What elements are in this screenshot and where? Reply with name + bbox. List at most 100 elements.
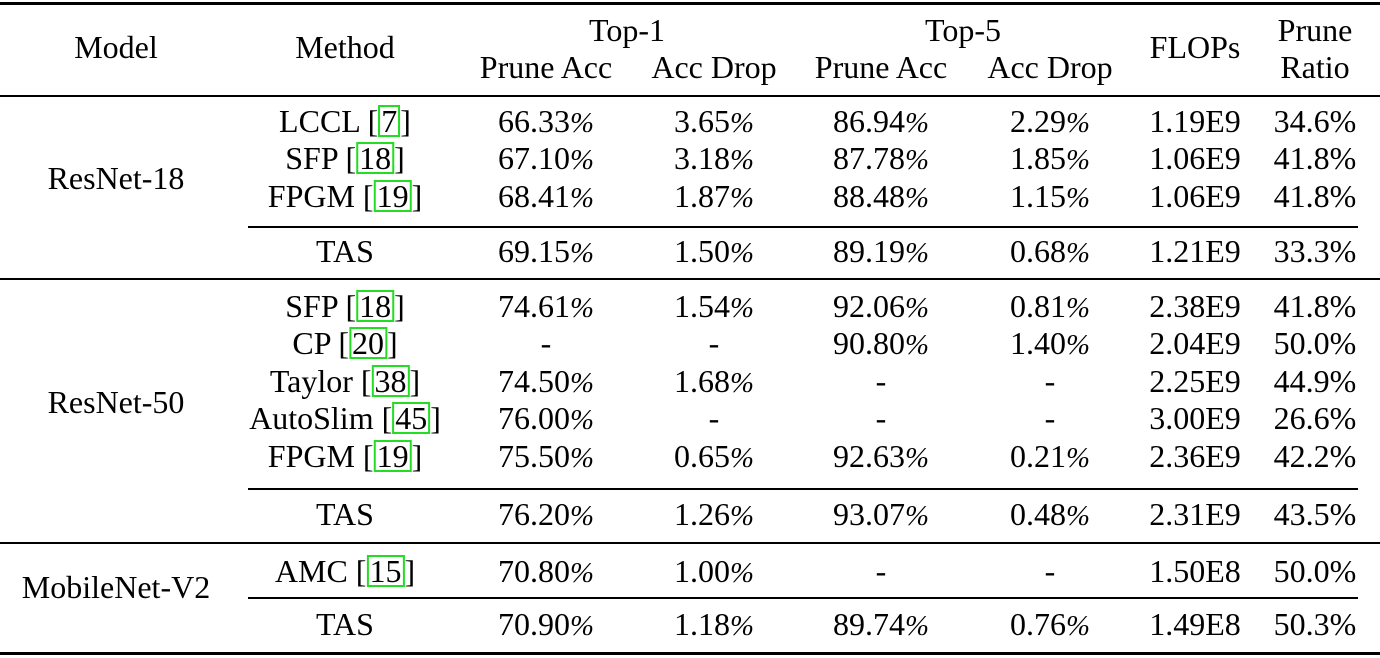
top5-prune-acc: 92.63% [833,437,929,477]
percent-sign: % [905,291,929,324]
top1-prune-acc-value: 70.80 [498,552,570,589]
citation-link[interactable]: 15 [366,554,405,587]
citation-link[interactable]: 38 [371,364,410,397]
top5-acc-drop: - [1044,362,1056,399]
top5-prune-acc: 86.94% [833,102,929,142]
percent-sign: % [905,441,929,474]
citation-link[interactable]: 45 [392,402,431,435]
citation-link[interactable]: 19 [373,439,412,472]
percent-sign: % [1066,329,1090,362]
top5-prune-acc: - [875,362,887,399]
top5-prune-acc-value: 86.94 [833,102,905,139]
citation-link[interactable]: 20 [348,327,387,360]
method-name: FPGM [267,437,355,474]
top1-prune-acc: 76.00% [498,399,594,439]
top1-prune-acc-value: 75.50 [498,437,570,474]
model-name: ResNet-50 [47,384,185,420]
group-mid-rule [248,597,1358,599]
citation-link[interactable]: 7 [378,104,401,137]
method-cell: LCCL [7] [279,102,411,139]
top5-acc-drop: 0.81% [1010,287,1090,327]
percent-sign: % [730,441,754,474]
top5-prune-acc: 89.74% [833,605,929,645]
model-name: MobileNet-V2 [21,569,211,605]
top5-prune-acc: 92.06% [833,287,929,327]
method-name: SFP [285,287,338,324]
top5-acc-drop-value: 1.40 [1010,325,1066,362]
top1-acc-drop: 1.26% [674,495,754,535]
header-top1: Top-1 [589,12,665,48]
top1-prune-acc: 70.80% [498,552,594,592]
flops-value: 1.06E9 [1149,177,1241,214]
flops-value: 1.21E9 [1149,233,1241,269]
method-cell: FPGM [19] [267,177,423,214]
top5-acc-drop: 1.15% [1010,177,1090,217]
method-name: TAS [316,233,374,269]
top5-acc-drop: 0.48% [1010,495,1090,535]
top1-acc-drop: 1.54% [674,287,754,327]
percent-sign: % [730,610,754,642]
top5-acc-drop-value: 1.15 [1010,177,1066,214]
prune-ratio-value: 50.3% [1273,606,1357,642]
percent-sign: % [905,144,929,177]
citation-link[interactable]: 19 [373,179,412,212]
top1-prune-acc: 75.50% [498,437,594,477]
top1-prune-acc-value: 74.50 [498,362,570,399]
top5-prune-acc: - [875,400,887,437]
flops-value: 1.49E8 [1149,606,1241,642]
percent-sign: % [730,237,754,269]
flops-value: 2.38E9 [1149,287,1241,324]
method-cell: TAS [316,232,374,270]
header-method: Method [295,29,395,65]
top5-prune-acc: 93.07% [833,495,929,535]
group-mid-rule [248,488,1358,490]
top5-acc-drop-value: 0.21 [1010,437,1066,474]
top5-prune-acc-value: 89.19 [833,233,905,269]
citation-link[interactable]: 18 [356,289,395,322]
percent-sign: % [905,329,929,362]
top1-acc-drop-value: 3.18 [674,140,730,177]
percent-sign: % [1066,441,1090,474]
prune-ratio-value: 42.2% [1273,437,1357,474]
method-cell: AutoSlim [45] [249,400,441,437]
top-rule [0,2,1380,5]
top1-acc-drop: 1.18% [674,605,754,645]
prune-ratio-value: 44.9% [1273,362,1357,399]
percent-sign: % [570,404,594,437]
percent-sign: % [570,181,594,214]
citation-link[interactable]: 18 [356,142,395,175]
top5-prune-acc: - [875,552,887,589]
header-rule [0,95,1380,97]
prune-ratio-value: 33.3% [1273,233,1357,269]
top1-prune-acc: 76.20% [498,495,594,535]
header-top5: Top-5 [925,12,1001,48]
method-cell: CP [20] [292,325,398,362]
top5-acc-drop: 1.85% [1010,139,1090,179]
method-cell: SFP [18] [285,287,405,324]
top1-prune-acc-value: 68.41 [498,177,570,214]
method-cell: TAS [316,605,374,643]
top5-acc-drop: 1.40% [1010,324,1090,364]
top5-acc-drop-value: 0.68 [1010,233,1066,269]
prune-ratio-value: 41.8% [1273,287,1357,324]
model-name: ResNet-18 [47,160,185,196]
method-cell: Taylor [38] [269,362,421,399]
flops-value: 2.36E9 [1149,437,1241,474]
top1-acc-drop: 1.50% [674,232,754,272]
top1-acc-drop: 1.68% [674,362,754,402]
prune-ratio-value: 41.8% [1273,177,1357,214]
top1-prune-acc: 67.10% [498,139,594,179]
header-top5-acc-drop: Acc Drop [987,49,1113,85]
percent-sign: % [570,237,594,269]
top5-acc-drop-value: 2.29 [1010,102,1066,139]
percent-sign: % [730,144,754,177]
percent-sign: % [730,106,754,139]
top1-prune-acc: 69.15% [498,232,594,272]
percent-sign: % [905,610,929,642]
top1-prune-acc-value: 66.33 [498,102,570,139]
top1-acc-drop: - [708,325,720,362]
top1-acc-drop-value: 1.68 [674,362,730,399]
top5-prune-acc-value: 87.78 [833,140,905,177]
top1-prune-acc: 70.90% [498,605,594,645]
